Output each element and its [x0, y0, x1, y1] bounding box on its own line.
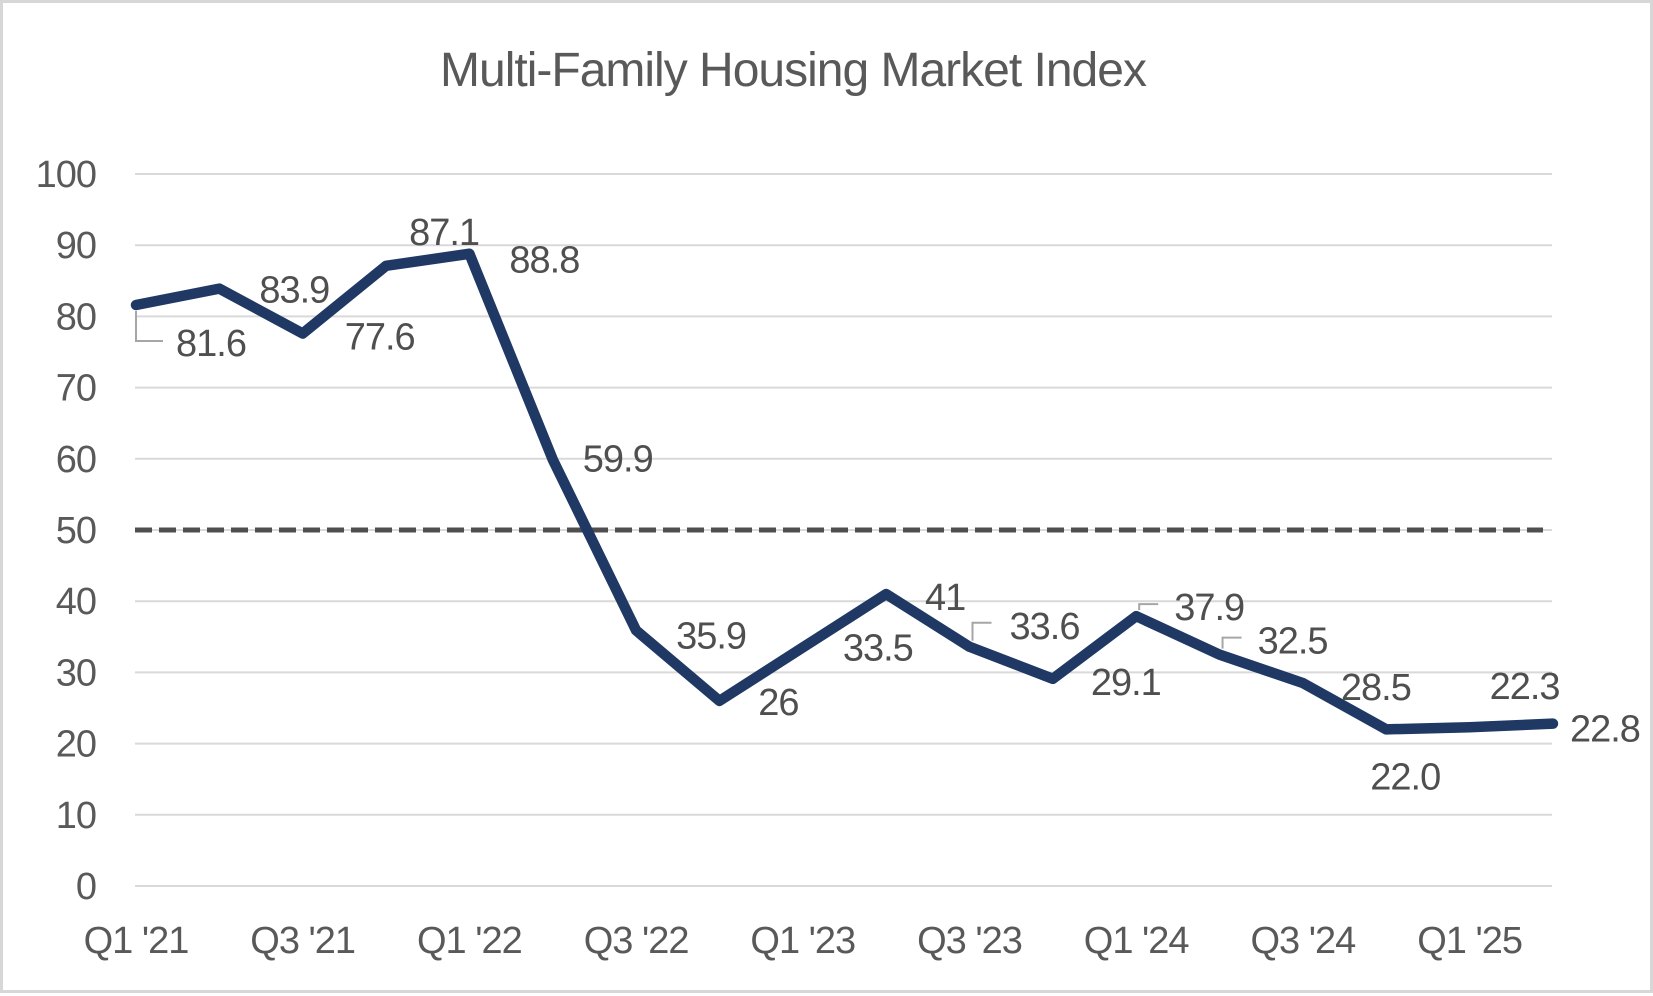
- label-leader-line: [971, 621, 992, 641]
- data-label: 22.3: [1490, 666, 1560, 708]
- x-axis-tick-label: Q1 '23: [750, 920, 855, 962]
- data-label: 77.6: [345, 316, 415, 358]
- data-label: 35.9: [676, 615, 746, 657]
- y-axis-tick-label: 90: [56, 225, 96, 267]
- y-axis-tick-label: 70: [56, 368, 96, 410]
- chart-title: Multi-Family Housing Market Index: [440, 44, 1147, 97]
- data-label: 81.6: [176, 323, 246, 365]
- data-label: 32.5: [1258, 621, 1328, 663]
- data-label: 33.6: [1010, 606, 1080, 648]
- y-axis-tick-label: 50: [56, 510, 96, 552]
- data-label: 37.9: [1174, 587, 1244, 629]
- data-label: 83.9: [259, 270, 329, 312]
- data-label: 22.8: [1570, 709, 1640, 751]
- data-label: 59.9: [583, 439, 653, 481]
- data-label: 28.5: [1341, 667, 1411, 709]
- x-axis-tick-label: Q3 '22: [584, 920, 689, 962]
- y-axis-tick-label: 0: [76, 866, 96, 908]
- data-label: 41: [925, 577, 965, 619]
- y-axis-tick-label: 20: [56, 724, 96, 766]
- x-axis-tick-label: Q3 '21: [250, 920, 355, 962]
- data-label: 29.1: [1091, 662, 1161, 704]
- data-label: 88.8: [509, 240, 579, 282]
- label-leader-line: [1138, 603, 1159, 611]
- y-axis-tick-label: 60: [56, 439, 96, 481]
- data-label: 26: [758, 682, 798, 724]
- x-axis-tick-label: Q1 '21: [84, 920, 189, 962]
- series-line: [130, 248, 1559, 735]
- x-axis-tick-label: Q1 '25: [1417, 920, 1522, 962]
- y-axis-tick-label: 10: [56, 795, 96, 837]
- y-axis-tick-label: 80: [56, 296, 96, 338]
- label-leader-line: [135, 311, 163, 343]
- x-axis-tick-label: Q3 '24: [1251, 920, 1357, 962]
- data-label: 33.5: [843, 627, 913, 669]
- y-axis-tick-label: 30: [56, 652, 96, 694]
- x-axis-tick-label: Q1 '22: [417, 920, 522, 962]
- y-axis-tick-label: 100: [36, 154, 96, 196]
- y-axis-tick-label: 40: [56, 581, 96, 623]
- data-label: 22.0: [1370, 756, 1440, 798]
- label-leader-line: [1221, 636, 1242, 649]
- x-axis-tick-label: Q3 '23: [917, 920, 1022, 962]
- data-label: 87.1: [409, 212, 479, 254]
- x-axis-tick-label: Q1 '24: [1084, 920, 1190, 962]
